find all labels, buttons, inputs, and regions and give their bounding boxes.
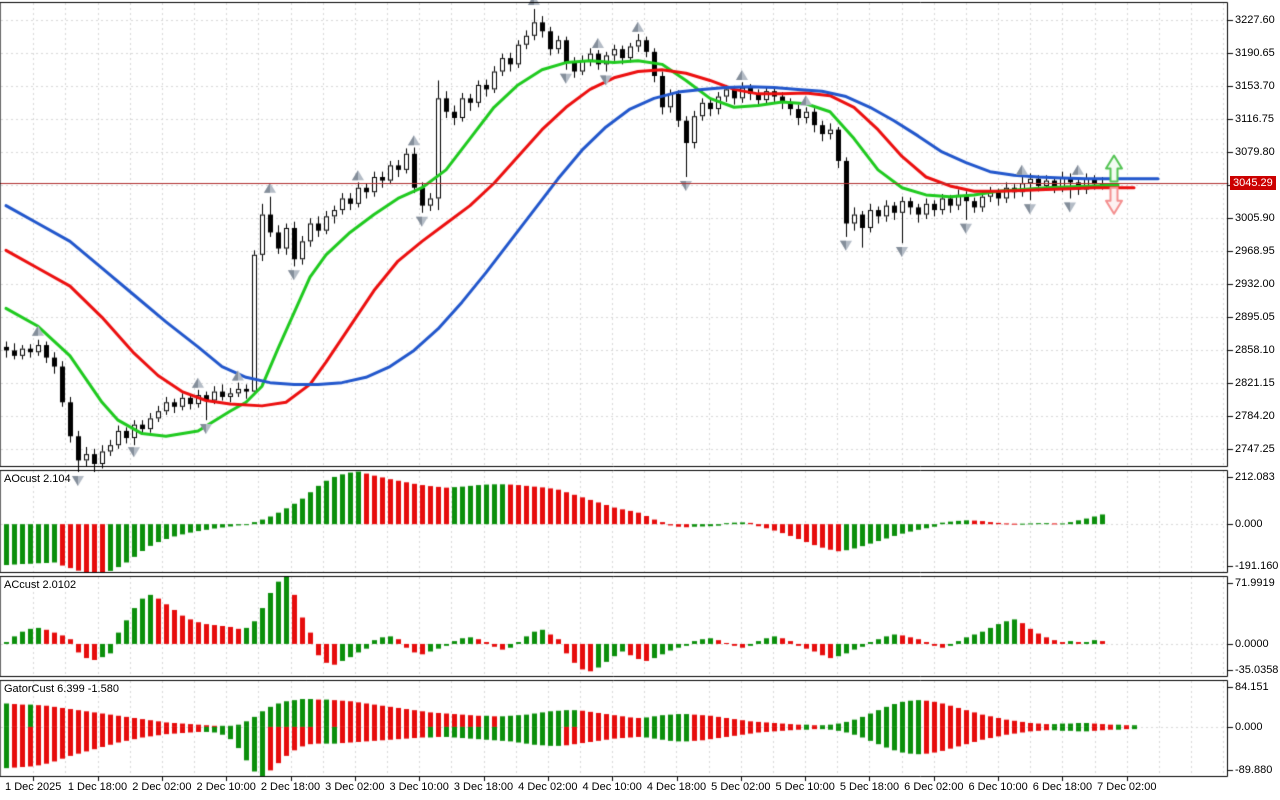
gatorcust-axis-max: 84.151 bbox=[1235, 681, 1269, 693]
price-axis-label: 2968.95 bbox=[1235, 245, 1275, 258]
price-axis-label: 3079.80 bbox=[1235, 146, 1275, 159]
time-axis-label: 6 Dec 18:00 bbox=[1032, 781, 1093, 793]
price-axis-label: 3005.90 bbox=[1235, 212, 1275, 225]
gatorcust-axis-min: -89.880 bbox=[1235, 764, 1273, 776]
price-axis-label: 3153.70 bbox=[1235, 80, 1275, 93]
price-axis-label: 2784.20 bbox=[1235, 410, 1275, 423]
indicator-label-gatorcust: GatorCust 6.399 -1.580 bbox=[4, 683, 119, 695]
time-axis-label: 2 Dec 02:00 bbox=[132, 781, 192, 793]
time-axis-label: 4 Dec 10:00 bbox=[582, 781, 642, 793]
time-axis-label: 5 Dec 10:00 bbox=[775, 781, 835, 793]
current-price-badge: 3045.29 bbox=[1230, 176, 1276, 190]
price-axis-label: 2895.05 bbox=[1235, 311, 1275, 324]
price-axis-label: 2821.15 bbox=[1235, 377, 1275, 390]
time-axis-label: 6 Dec 02:00 bbox=[904, 781, 964, 793]
gatorcust-axis-zero: 0.000 bbox=[1235, 720, 1263, 733]
aocust-axis-min: -191.160 bbox=[1235, 560, 1279, 572]
time-axis-label: 3 Dec 10:00 bbox=[389, 781, 449, 793]
time-axis-label: 5 Dec 18:00 bbox=[839, 781, 900, 793]
indicator-label-accust: ACcust 2.0102 bbox=[4, 579, 77, 591]
price-axis-label: 2932.00 bbox=[1235, 278, 1275, 291]
time-axis-label: 6 Dec 10:00 bbox=[968, 781, 1028, 793]
accust-axis-min: -35.0358 bbox=[1235, 664, 1279, 676]
price-axis-label: 2747.25 bbox=[1235, 443, 1275, 456]
time-axis-label: 1 Dec 2025 bbox=[5, 781, 62, 793]
aocust-axis-zero: 0.000 bbox=[1235, 518, 1263, 531]
time-axis-label: 2 Dec 10:00 bbox=[196, 781, 256, 793]
time-axis-label: 4 Dec 18:00 bbox=[646, 781, 707, 793]
time-axis-label: 7 Dec 02:00 bbox=[1097, 781, 1157, 793]
aocust-axis-max: 212.083 bbox=[1235, 471, 1275, 483]
time-axis-label: 5 Dec 02:00 bbox=[711, 781, 771, 793]
time-axis-label: 3 Dec 18:00 bbox=[453, 781, 514, 793]
price-axis-label: 3227.60 bbox=[1235, 14, 1275, 27]
time-axis-label: 4 Dec 02:00 bbox=[518, 781, 578, 793]
price-axis-label: 3116.75 bbox=[1235, 113, 1274, 126]
indicator-label-aocust: AOcust 2.104 bbox=[4, 473, 71, 485]
price-axis-label: 3190.65 bbox=[1235, 47, 1275, 60]
accust-axis-max: 71.9919 bbox=[1235, 577, 1275, 589]
time-axis-label: 1 Dec 18:00 bbox=[67, 781, 128, 793]
time-axis-label: 2 Dec 18:00 bbox=[260, 781, 321, 793]
price-axis-label: 2858.10 bbox=[1235, 344, 1275, 357]
time-axis-label: 3 Dec 02:00 bbox=[325, 781, 385, 793]
accust-axis-zero: 0.0000 bbox=[1235, 637, 1269, 650]
